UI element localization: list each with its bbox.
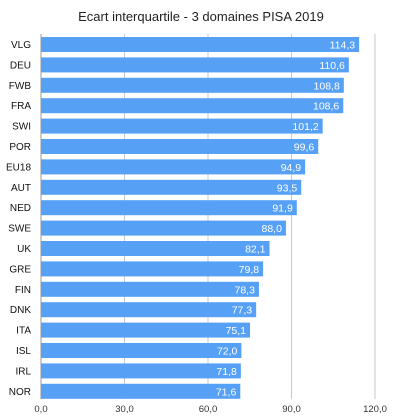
x-tick-label: 90,0 (282, 404, 301, 415)
category-label: SWE (8, 224, 31, 235)
bar-fra (41, 98, 344, 114)
bar-ita (41, 322, 251, 338)
bar-aut (41, 179, 302, 195)
value-label: 79,8 (239, 264, 260, 276)
category-label: EU18 (6, 162, 31, 173)
bar-fwb (41, 77, 344, 93)
category-label: FRA (11, 101, 31, 112)
category-label: VLG (11, 40, 31, 51)
category-label: FIN (15, 285, 31, 296)
value-label: 71,6 (216, 386, 237, 398)
bars (41, 37, 360, 399)
category-label: NOR (9, 387, 31, 398)
category-label: DNK (10, 305, 31, 316)
value-label: 94,9 (281, 162, 302, 174)
category-label: SWI (12, 122, 31, 133)
chart-title: Ecart interquartile - 3 domaines PISA 20… (78, 9, 324, 24)
category-label: ISL (16, 346, 31, 357)
category-label: FWB (9, 81, 32, 92)
x-tick-label: 0,0 (34, 404, 47, 415)
bar-por (41, 139, 319, 154)
gridlines (40, 34, 376, 399)
bar-ned (41, 200, 297, 216)
value-label: 108,8 (314, 80, 340, 92)
value-label: 99,6 (294, 142, 315, 154)
bar-eu18 (41, 159, 306, 175)
value-label: 110,6 (319, 60, 345, 72)
category-label: AUT (11, 183, 31, 194)
x-tick-label: 60,0 (199, 404, 218, 415)
value-label: 101,2 (292, 121, 318, 133)
bar-nor (41, 383, 241, 399)
bar-vlg (41, 37, 360, 52)
bar-swi (41, 118, 323, 134)
category-label: POR (9, 142, 31, 153)
value-label: 93,5 (277, 182, 298, 194)
value-label: 91,9 (272, 203, 293, 215)
category-label: NED (10, 203, 31, 214)
value-label: 114,3 (330, 40, 356, 52)
value-labels: 114,3 110,6 108,8 108,6 101,2 99,6 94,9 93,5 91,… (216, 40, 355, 399)
value-label: 75,1 (226, 325, 247, 337)
value-label: 72,0 (217, 346, 238, 358)
bar-swe (41, 220, 286, 236)
bar-gre (41, 261, 264, 277)
category-label: GRE (9, 264, 31, 275)
category-labels: VLG DEU FWB FRA SWI POR EU18 AUT NED SWE UK GRE FIN D… (6, 40, 31, 398)
x-tick-label: 30,0 (115, 404, 134, 415)
category-label: ITA (16, 326, 31, 337)
x-tick-label: 120,0 (363, 404, 387, 415)
category-label: UK (17, 244, 31, 255)
category-label: IRL (15, 366, 31, 377)
value-label: 78,3 (234, 284, 255, 296)
bar-fin (41, 281, 259, 297)
value-label: 82,1 (245, 244, 266, 256)
bar-deu (41, 57, 349, 73)
category-label: DEU (10, 60, 31, 71)
x-tick-labels: 0,0 30,0 60,0 90,0 120,0 (34, 404, 387, 415)
value-label: 71,8 (216, 366, 237, 378)
value-label: 88,0 (261, 223, 282, 235)
bar-irl (41, 363, 241, 379)
value-label: 108,6 (313, 101, 339, 113)
bar-dnk (41, 302, 257, 318)
bar-isl (41, 343, 242, 358)
bar-uk (41, 241, 270, 256)
value-label: 77,3 (232, 305, 253, 317)
